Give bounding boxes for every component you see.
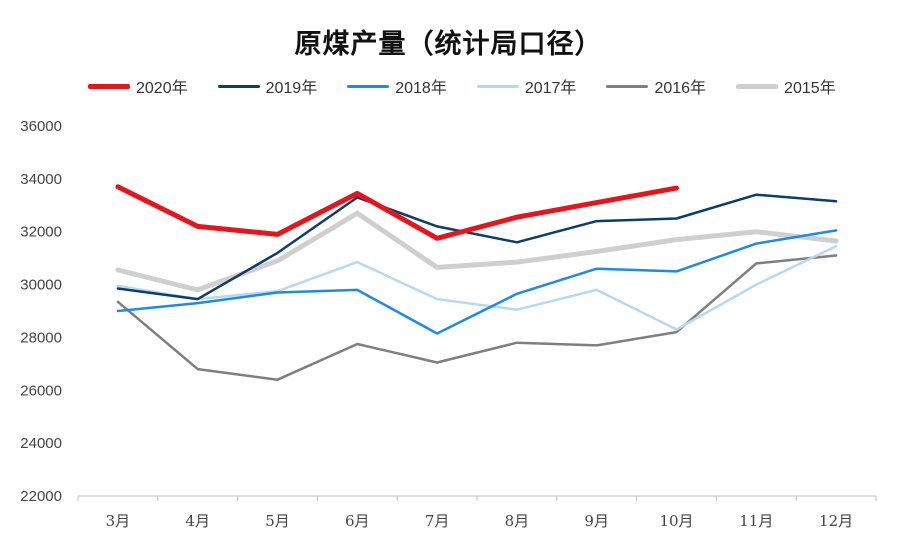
legend-item: 2018年 (347, 74, 447, 98)
legend-item: 2019年 (217, 74, 318, 98)
legend-label: 2016年 (654, 80, 707, 97)
series-line-2015年 (115, 210, 839, 293)
legend-label: 2019年 (265, 80, 318, 97)
y-tick-label: 22000 (20, 488, 62, 505)
series-line-2016年 (116, 254, 838, 381)
legend-item: 2015年 (736, 74, 836, 98)
x-tick-label: 4月 (185, 512, 210, 530)
legend-swatch (476, 84, 519, 88)
y-tick-label: 30000 (20, 277, 62, 294)
x-tick-label: 11月 (739, 512, 773, 530)
legend-item: 2016年 (606, 74, 706, 98)
y-tick-label: 26000 (20, 382, 62, 399)
x-tick-label: 10月 (659, 512, 693, 530)
legend-label: 2020年 (136, 80, 188, 97)
series-line-2019年 (116, 193, 838, 301)
legend-swatch (347, 84, 390, 88)
legend-item: 2020年 (88, 74, 188, 98)
series-line-2018年 (116, 229, 838, 335)
chart-legend: 2020年 2019年 2018年 2017年 2016年 2015年 (88, 74, 866, 98)
x-tick-label: 6月 (345, 512, 370, 530)
legend-item: 2017年 (476, 74, 577, 98)
legend-label: 2015年 (784, 80, 836, 97)
y-tick-label: 28000 (20, 329, 62, 346)
x-tick-label: 7月 (425, 512, 450, 530)
series-line-2017年 (116, 244, 838, 331)
chart-title: 原煤产量（统计局口径） (294, 29, 603, 60)
x-tick-label: 9月 (584, 512, 609, 530)
y-tick-label: 32000 (20, 224, 62, 241)
series-line-2020年 (115, 184, 679, 241)
legend-swatch (88, 83, 130, 89)
y-tick-label: 36000 (20, 118, 62, 135)
x-tick-label: 12月 (819, 512, 853, 530)
legend-swatch (606, 84, 649, 88)
x-tick-label: 8月 (505, 512, 530, 530)
legend-swatch (217, 84, 260, 88)
x-tick-label: 3月 (106, 512, 131, 530)
legend-label: 2018年 (395, 80, 447, 97)
legend-label: 2017年 (524, 80, 577, 97)
y-tick-label: 34000 (20, 171, 62, 188)
x-tick-label: 5月 (265, 512, 290, 530)
y-tick-label: 24000 (20, 435, 62, 452)
legend-swatch (736, 83, 779, 89)
